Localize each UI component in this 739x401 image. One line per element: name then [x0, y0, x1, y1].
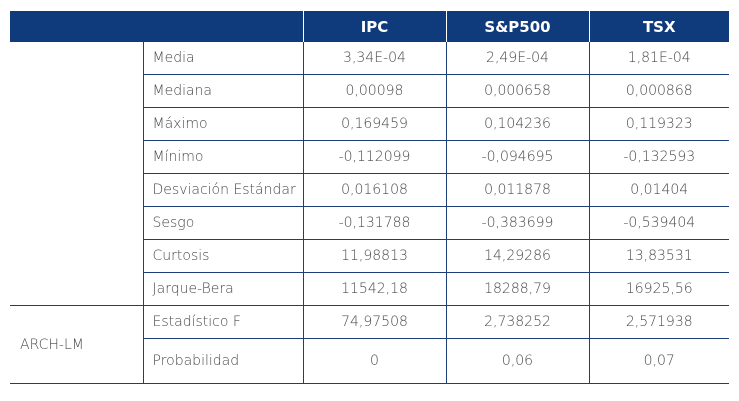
cell-tsx: 2,571938 — [588, 305, 729, 339]
row-label: Jarque-Bera — [142, 272, 303, 306]
cell-tsx: 0,000868 — [588, 74, 729, 108]
cell-ipc: 11,98813 — [302, 239, 446, 273]
row-label: Desviación Estándar — [142, 173, 303, 207]
header-tsx: TSX — [588, 11, 729, 42]
cell-ipc: 11542,18 — [302, 272, 446, 306]
cell-ipc: -0,112099 — [302, 140, 446, 174]
cell-sp500: -0,094695 — [445, 140, 589, 174]
table-row: Sesgo -0,131788 -0,383699 -0,539404 — [10, 206, 729, 240]
group-label-arch-lm: ARCH-LM — [10, 305, 143, 384]
cell-tsx: -0,132593 — [588, 140, 729, 174]
cell-ipc: 3,34E-04 — [302, 42, 446, 75]
table-row: Desviación Estándar 0,016108 0,011878 0,… — [10, 173, 729, 207]
table-row: Mediana 0,00098 0,000658 0,000868 — [10, 74, 729, 108]
cell-tsx: 1,81E-04 — [588, 42, 729, 75]
cell-sp500: 18288,79 — [445, 272, 589, 306]
header-blank-cell — [10, 11, 303, 42]
table-row: Media 3,34E-04 2,49E-04 1,81E-04 — [10, 42, 729, 306]
table-row: Probabilidad 0 0,06 0,07 — [10, 338, 729, 384]
cell-tsx: -0,539404 — [588, 206, 729, 240]
cell-sp500: 0,104236 — [445, 107, 589, 141]
cell-tsx: 0,01404 — [588, 173, 729, 207]
row-label: Mínimo — [142, 140, 303, 174]
cell-tsx: 13,83531 — [588, 239, 729, 273]
cell-tsx: 0,119323 — [588, 107, 729, 141]
cell-ipc: 0,016108 — [302, 173, 446, 207]
cell-ipc: 0,169459 — [302, 107, 446, 141]
table-row: Máximo 0,169459 0,104236 0,119323 — [10, 107, 729, 141]
row-label: Máximo — [142, 107, 303, 141]
row-label: Probabilidad — [142, 338, 303, 384]
cell-ipc: 74,97508 — [302, 305, 446, 339]
cell-sp500: -0,383699 — [445, 206, 589, 240]
cell-ipc: 0 — [302, 338, 446, 384]
table-header-row: IPC S&P500 TSX — [10, 11, 729, 42]
header-sp500: S&P500 — [445, 11, 589, 42]
row-label: Estadístico F — [142, 305, 303, 339]
row-label: Curtosis — [142, 239, 303, 273]
row-label: Sesgo — [142, 206, 303, 240]
cell-ipc: -0,131788 — [302, 206, 446, 240]
cell-tsx: 0,07 — [588, 338, 729, 384]
cell-sp500: 14,29286 — [445, 239, 589, 273]
table-row: Jarque-Bera 11542,18 18288,79 16925,56 — [10, 272, 729, 306]
cell-sp500: 2,738252 — [445, 305, 589, 339]
cell-sp500: 0,06 — [445, 338, 589, 384]
statistics-table: IPC S&P500 TSX Media 3,34E-04 2,49E-04 1… — [10, 11, 729, 384]
table-row: Curtosis 11,98813 14,29286 13,83531 — [10, 239, 729, 273]
cell-ipc: 0,00098 — [302, 74, 446, 108]
group-cell-empty — [10, 42, 143, 306]
row-label: Media — [142, 42, 303, 75]
cell-tsx: 16925,56 — [588, 272, 729, 306]
cell-sp500: 0,011878 — [445, 173, 589, 207]
cell-sp500: 0,000658 — [445, 74, 589, 108]
row-label: Mediana — [142, 74, 303, 108]
table-row: Mínimo -0,112099 -0,094695 -0,132593 — [10, 140, 729, 174]
cell-sp500: 2,49E-04 — [445, 42, 589, 75]
header-ipc: IPC — [302, 11, 446, 42]
table-row: ARCH-LM Estadístico F 74,97508 2,738252 … — [10, 305, 729, 384]
